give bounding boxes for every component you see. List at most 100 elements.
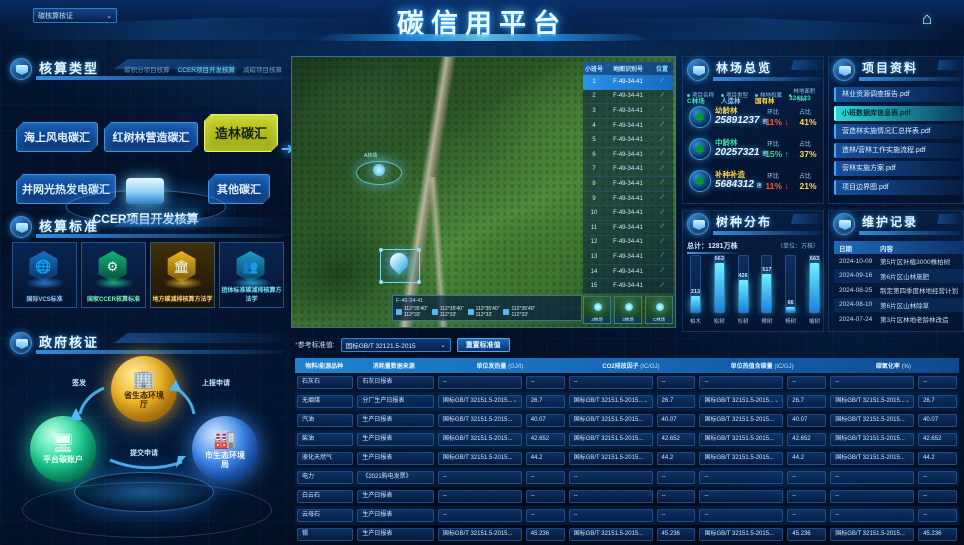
table-row[interactable]: 11 F-49-34-41 ⟋	[583, 220, 673, 236]
locate-icon[interactable]: ⟋	[659, 107, 665, 114]
table-row[interactable]: 柴油 生产日报表 国标GB/T 32151.5-2015... 42.652 国标GB/…	[295, 430, 959, 449]
table-row[interactable]: 2024-10-09 第5片区补植3000株柏树	[834, 254, 964, 269]
table-row[interactable]: 3 F-49-34-41 ⟋	[583, 104, 673, 119]
cell-carbon-ref[interactable]: --	[699, 471, 784, 484]
table-row[interactable]: 2024-08-10 第6片区山林除草	[834, 297, 964, 312]
cell-carbon-value[interactable]: 26.7	[787, 395, 827, 408]
locate-icon[interactable]: ⟋	[659, 151, 665, 158]
cell-heat-ref[interactable]: --	[437, 376, 522, 389]
cell-carbon-ref[interactable]: 国标GB/T 32151.5-2015...	[699, 433, 784, 446]
cell-carbon-value[interactable]: --	[787, 471, 827, 484]
cell-oxid-ref[interactable]: 国标GB/T 32151.5-2015...	[830, 528, 915, 541]
locate-icon[interactable]: ⟋	[659, 122, 665, 129]
cell-carbon-ref[interactable]: 国标GB/T 32151.5-2015...	[699, 528, 784, 541]
cell-heat-value[interactable]: --	[525, 490, 565, 503]
cell-oxid-value[interactable]: 40.07	[918, 414, 958, 427]
cell-carbon-ref[interactable]: --	[699, 376, 784, 389]
table-row[interactable]: 锡生产日报表 国标GB/T 32151.5-2015... 45.236 国标GB/T…	[295, 525, 959, 544]
cell-carbon-value[interactable]: 42.652	[787, 433, 827, 446]
cell-co2-value[interactable]: --	[656, 509, 696, 522]
cell-co2-ref[interactable]: 国标GB/T 32151.5-2015...	[568, 433, 653, 446]
cell-oxid-value[interactable]: 42.652	[918, 433, 958, 446]
table-row[interactable]: 白云石 生产日报表 -- -- -- -- -- -- -- --	[295, 487, 959, 506]
locate-icon[interactable]: ⟋	[659, 195, 665, 202]
locate-icon[interactable]: ⟋	[659, 224, 665, 231]
table-row[interactable]: 6 F-49-34-41 ⟋	[583, 147, 673, 163]
cell-co2-value[interactable]: --	[656, 471, 696, 484]
cell-carbon-value[interactable]: --	[787, 509, 827, 522]
cell-source[interactable]: 生产日报表	[357, 528, 434, 541]
frame-handle[interactable]	[417, 280, 421, 284]
cell-source[interactable]: 生产日报表	[357, 452, 434, 465]
cell-co2-value[interactable]: 40.07	[656, 414, 696, 427]
table-row[interactable]: 无烟煤 分厂生产日报表 国标GB/T 32151.5-2015... ⌄ 26.7 国标G…	[295, 392, 959, 411]
cell-carbon-value[interactable]: 45.236	[787, 528, 827, 541]
cell-co2-ref[interactable]: 国标GB/T 32151.5-2015... ⌄	[568, 395, 653, 408]
cell-oxid-value[interactable]: 45.236	[918, 528, 958, 541]
cell-co2-ref[interactable]: --	[568, 376, 653, 389]
standard-card-group[interactable]: 👥 团体标准碳减排核算方法学	[219, 242, 284, 308]
cell-oxid-ref[interactable]: --	[830, 376, 915, 389]
cell-carbon-value[interactable]: --	[787, 490, 827, 503]
reset-standard-button[interactable]: 重置标准值	[456, 338, 510, 352]
table-row[interactable]: 2 F-49-34-41 ⟋	[583, 89, 673, 105]
table-row[interactable]: 液化天然气 生产日报表 国标GB/T 32151.5-2015... 44.2 国标GB…	[295, 449, 959, 468]
type-button-offshore-wind[interactable]: 海上风电碳汇	[16, 122, 98, 152]
home-icon[interactable]: ⌂	[921, 9, 933, 28]
cell-heat-ref[interactable]: 国标GB/T 32151.5-2015... ⌄	[437, 395, 522, 408]
cell-source[interactable]: 生产日报表	[357, 509, 434, 522]
table-row[interactable]: 4 F-49-34-41 ⟋	[583, 118, 673, 134]
cell-heat-value[interactable]: --	[525, 509, 565, 522]
cell-heat-ref[interactable]: 国标GB/T 32151.5-2015...	[437, 452, 522, 465]
cell-heat-ref[interactable]: 国标GB/T 32151.5-2015...	[437, 433, 522, 446]
cell-oxid-ref[interactable]: 国标GB/T 32151.5-2015...	[830, 414, 915, 427]
cell-source[interactable]: 《2021购电发票》	[357, 471, 434, 484]
table-row[interactable]: 15 F-49-34-41 ⟋	[583, 279, 673, 294]
cell-heat-ref[interactable]: --	[437, 509, 522, 522]
table-row[interactable]: 5 F-49-34-41 ⟋	[583, 133, 673, 148]
frame-handle[interactable]	[379, 248, 383, 252]
gov-node-city[interactable]: 🏭 市生态环境局	[192, 416, 258, 482]
document-item[interactable]: 项目边界图.pdf	[834, 179, 964, 195]
locate-icon[interactable]: ⟋	[659, 209, 665, 216]
locate-icon[interactable]: ⟋	[659, 92, 665, 99]
cell-carbon-ref[interactable]: --	[699, 509, 784, 522]
cell-heat-value[interactable]: 45.236	[525, 528, 565, 541]
locate-icon[interactable]: ⟋	[659, 78, 665, 85]
map-thumbnail[interactable]: C林场	[645, 296, 673, 324]
type-button-mangrove[interactable]: 红树林营造碳汇	[104, 122, 198, 152]
table-row[interactable]: 2024-07-24 第3片区林地老龄林改造	[834, 312, 964, 327]
cell-carbon-value[interactable]: 44.2	[787, 452, 827, 465]
gov-node-province[interactable]: 🏢 省生态环境厅	[111, 356, 177, 422]
table-row[interactable]: 12 F-49-34-41 ⟋	[583, 235, 673, 251]
cell-heat-value[interactable]: 44.2	[525, 452, 565, 465]
table-row[interactable]: 汽油 生产日报表 国标GB/T 32151.5-2015... 40.07 国标GB/T…	[295, 411, 959, 430]
cell-oxid-ref[interactable]: 国标GB/T 32151.5-2015...	[830, 452, 915, 465]
cell-oxid-ref[interactable]: --	[830, 509, 915, 522]
cell-carbon-ref[interactable]: 国标GB/T 32151.5-2015...	[699, 414, 784, 427]
document-item[interactable]: 小班数据库信息表.pdf	[834, 105, 964, 121]
cell-co2-value[interactable]: 42.652	[656, 433, 696, 446]
locate-icon[interactable]: ⟋	[659, 180, 665, 187]
table-row[interactable]: 8 F-49-34-41 ⟋	[583, 177, 673, 192]
cell-co2-ref[interactable]: 国标GB/T 32151.5-2015...	[568, 414, 653, 427]
document-item[interactable]: 营林实施方案.pdf	[834, 161, 964, 177]
table-row[interactable]: 石灰石 石灰日报表 -- -- -- -- -- -- -- --	[295, 373, 959, 392]
table-row[interactable]: 9 F-49-34-41 ⟋	[583, 191, 673, 207]
cell-co2-value[interactable]: 26.7	[656, 395, 696, 408]
table-row[interactable]: 电力 《2021购电发票》 -- -- -- -- -- -- -- --	[295, 468, 959, 487]
table-row[interactable]: 13 F-49-34-41 ⟋	[583, 250, 673, 265]
cell-heat-value[interactable]: --	[525, 376, 565, 389]
cell-oxid-ref[interactable]: --	[830, 471, 915, 484]
cell-oxid-value[interactable]: --	[918, 490, 958, 503]
cell-heat-ref[interactable]: --	[437, 490, 522, 503]
cell-co2-value[interactable]: --	[656, 376, 696, 389]
cell-source[interactable]: 分厂生产日报表	[357, 395, 434, 408]
locate-icon[interactable]: ⟋	[659, 165, 665, 172]
locate-icon[interactable]: ⟋	[659, 268, 665, 275]
cell-carbon-value[interactable]: --	[787, 376, 827, 389]
gov-node-platform[interactable]: 🖥 平台碳账户	[30, 416, 96, 482]
document-item[interactable]: 营造林实施情况汇总样表.pdf	[834, 124, 964, 140]
cell-oxid-value[interactable]: 44.2	[918, 452, 958, 465]
cell-source[interactable]: 生产日报表	[357, 490, 434, 503]
